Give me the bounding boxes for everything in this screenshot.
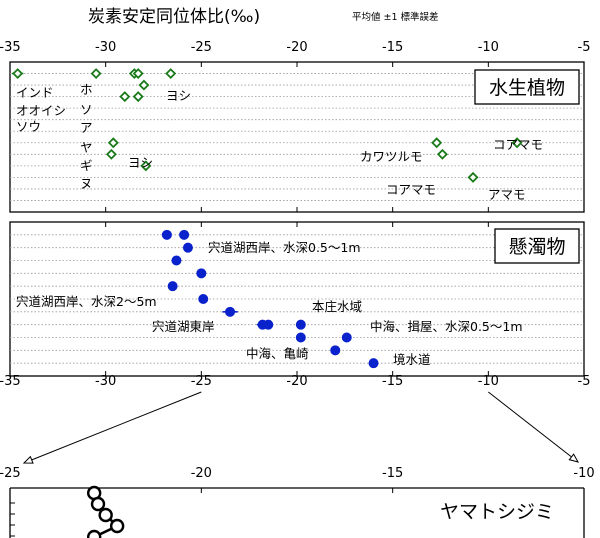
data-point — [196, 268, 207, 279]
data-point — [86, 529, 102, 538]
data-point — [132, 91, 144, 103]
x-tick-label-bottom: -20 — [286, 374, 307, 389]
panel-label-box — [474, 69, 580, 105]
data-point — [167, 281, 178, 292]
data-point — [171, 255, 182, 266]
data-point — [330, 345, 341, 356]
data-point — [105, 148, 117, 160]
panel-label: 水生植物 — [489, 77, 565, 99]
x-tick-label-top: -15 — [382, 40, 403, 55]
point-annotation: コアマモ — [386, 182, 436, 197]
zoom-arrowhead — [22, 455, 34, 464]
data-point — [436, 148, 448, 160]
data-point — [161, 229, 172, 240]
x-tick-label-bottom: -15 — [382, 374, 403, 389]
point-annotation: アマモ — [488, 187, 526, 202]
point-annotation: コアマモ — [493, 137, 543, 152]
point-annotation: ヨシ — [166, 88, 191, 103]
data-point — [368, 358, 379, 369]
data-point — [295, 332, 306, 343]
point-annotation: カワツルモ — [360, 149, 423, 164]
data-point — [182, 242, 193, 253]
chart-subtitle: 平均値 ±1 標準誤差 — [352, 11, 439, 23]
data-point — [467, 171, 479, 183]
panel-label-box — [494, 228, 580, 264]
point-annotation: 本庄水域 — [312, 299, 362, 314]
data-point — [90, 496, 106, 512]
x-tick-label-top: -10 — [478, 40, 499, 55]
data-point — [295, 319, 306, 330]
data-point — [511, 137, 523, 149]
x-tick-label-top: -35 — [0, 40, 21, 55]
x-tick-label-top: -5 — [578, 40, 591, 55]
x-tick-label-panel3: -15 — [382, 466, 403, 481]
point-annotation: ソ — [80, 102, 93, 117]
data-point — [431, 137, 443, 149]
data-point — [90, 68, 102, 80]
data-point — [263, 319, 274, 330]
point-annotation: 宍道湖東岸 — [152, 319, 215, 334]
panels: -35 -30 -25 -20 -15 -10 -5 -35 -30 -25 -20 -15 -10 -5… — [0, 40, 595, 538]
data-point — [119, 91, 131, 103]
point-annotation: オオイシ — [16, 103, 66, 118]
data-point — [341, 332, 352, 343]
data-point — [132, 68, 144, 80]
point-annotation: インド — [16, 85, 54, 100]
x-tick-label-bottom: -10 — [478, 374, 499, 389]
point-annotation: 中海、揖屋、水深0.5〜1m — [370, 319, 523, 334]
point-annotation: ヌ — [80, 176, 93, 191]
data-point — [225, 306, 236, 317]
zoom-arrowhead — [568, 453, 580, 463]
x-tick-label-panel3: -25 — [0, 466, 21, 481]
chart-title: 炭素安定同位体比(‰) — [88, 7, 260, 27]
point-annotation: 境水道 — [393, 352, 431, 367]
x-tick-label-panel3: -20 — [191, 466, 212, 481]
panel-label: ヤマトシジミ — [440, 501, 554, 523]
data-point — [109, 518, 125, 534]
point-annotation: 宍道湖西岸、水深2〜5m — [16, 294, 157, 309]
point-annotation: ギ — [80, 158, 93, 173]
point-annotation: ヨシ — [128, 155, 153, 170]
x-tick-label-bottom: -35 — [0, 374, 21, 389]
x-tick-label-bottom: -5 — [578, 374, 591, 389]
data-point — [140, 160, 152, 172]
x-tick-label-bottom: -25 — [191, 374, 212, 389]
zoom-arrow — [23, 391, 202, 464]
x-tick-label-top: -25 — [191, 40, 212, 55]
data-point — [165, 68, 177, 80]
x-tick-label-panel3: -10 — [573, 466, 594, 481]
data-point — [12, 68, 24, 80]
data-point — [138, 79, 150, 91]
point-annotation: ア — [80, 120, 93, 135]
point-annotation: ソウ — [16, 119, 41, 134]
zoom-arrow — [488, 391, 579, 463]
x-tick-label-bottom: -30 — [95, 374, 116, 389]
point-annotation: ホ — [80, 82, 93, 97]
data-point — [179, 229, 190, 240]
x-tick-label-top: -20 — [286, 40, 307, 55]
data-point — [98, 507, 113, 523]
point-annotation: 宍道湖西岸、水深0.5〜1m — [208, 240, 361, 255]
x-tick-label-top: -30 — [95, 40, 116, 55]
panel-label: 懸濁物 — [508, 236, 565, 258]
data-point — [107, 137, 119, 149]
point-annotation: 中海、亀崎 — [246, 346, 309, 361]
data-point — [198, 294, 209, 304]
point-annotation: ヤ — [80, 140, 93, 155]
